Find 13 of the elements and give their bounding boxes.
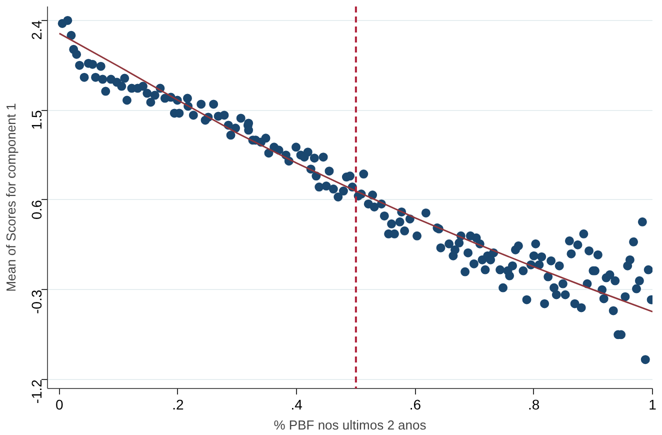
x-tick-label: .6 xyxy=(409,396,422,412)
x-tick-label: .4 xyxy=(290,396,303,412)
y-tick-label: -0.3 xyxy=(28,290,44,314)
y-tick-label: 2.4 xyxy=(28,20,44,40)
y-axis-title: Mean of Scores for component 1 xyxy=(4,103,18,292)
x-tick-label: .8 xyxy=(528,396,540,412)
y-tick-label: 0.6 xyxy=(28,200,44,220)
x-tick-label: 1 xyxy=(648,396,657,412)
x-tick-label: 0 xyxy=(55,396,64,412)
x-axis-title: % PBF nos ultimos 2 anos xyxy=(274,418,427,432)
y-tick-label: 1.5 xyxy=(28,110,44,130)
y-tick-label: -1.2 xyxy=(28,379,44,404)
x-tick-label: .2 xyxy=(172,396,184,412)
